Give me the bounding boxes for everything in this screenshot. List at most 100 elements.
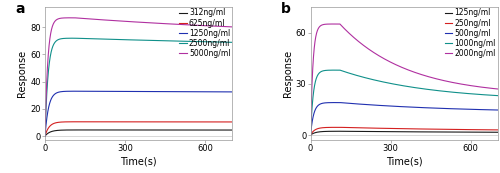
Line: 250ng/ml: 250ng/ml (310, 127, 498, 135)
5000ng/ml (114, 20, 120, 22)
125ng/ml (308, 134, 314, 136)
2500ng/ml (74, 37, 80, 39)
Line: 625ng/ml: 625ng/ml (45, 122, 232, 136)
5000ng/ml (229, 26, 235, 28)
2500ng/ml (122, 39, 128, 41)
312ng/ml (205, 129, 211, 131)
500ng/ml (491, 109, 497, 111)
250ng/ml (340, 126, 346, 128)
Legend: 312ng/ml, 625ng/ml, 1250ng/ml, 2500ng/ml, 5000ng/ml: 312ng/ml, 625ng/ml, 1250ng/ml, 2500ng/ml… (178, 8, 231, 59)
125ng/ml (494, 131, 500, 133)
250ng/ml (308, 134, 314, 136)
2000ng/ml (494, 88, 500, 90)
1250ng/ml (74, 90, 80, 92)
1250ng/ml (42, 135, 48, 137)
5000ng/ml (42, 135, 48, 137)
312ng/ml (229, 129, 235, 131)
5000ng/ml (64, 17, 70, 19)
625ng/ml (205, 121, 211, 123)
625ng/ml (226, 121, 232, 123)
1000ng/ml (491, 94, 497, 96)
250ng/ml (380, 127, 386, 129)
2500ng/ml (205, 41, 211, 43)
1000ng/ml (329, 69, 335, 71)
1000ng/ml (337, 69, 343, 71)
Legend: 125ng/ml, 250ng/ml, 500ng/ml, 1000ng/ml, 2000ng/ml: 125ng/ml, 250ng/ml, 500ng/ml, 1000ng/ml,… (444, 8, 496, 59)
1250ng/ml (229, 91, 235, 93)
X-axis label: Time(s): Time(s) (386, 156, 422, 166)
Line: 2000ng/ml: 2000ng/ml (310, 24, 498, 135)
500ng/ml (380, 104, 386, 107)
250ng/ml (470, 129, 476, 131)
5000ng/ml (205, 25, 211, 27)
250ng/ml (388, 128, 394, 130)
625ng/ml (229, 121, 235, 123)
5000ng/ml (122, 20, 128, 22)
625ng/ml (74, 121, 80, 123)
Line: 500ng/ml: 500ng/ml (310, 103, 498, 135)
2500ng/ml (229, 41, 235, 43)
1000ng/ml (470, 93, 476, 95)
1000ng/ml (340, 70, 346, 72)
312ng/ml (64, 129, 70, 131)
Line: 2500ng/ml: 2500ng/ml (45, 38, 232, 136)
625ng/ml (42, 135, 48, 137)
1250ng/ml (226, 91, 232, 93)
2500ng/ml (64, 37, 70, 39)
500ng/ml (494, 109, 500, 111)
Line: 125ng/ml: 125ng/ml (310, 131, 498, 135)
2000ng/ml (470, 85, 476, 87)
125ng/ml (329, 130, 335, 132)
5000ng/ml (72, 17, 78, 19)
Y-axis label: Response: Response (18, 50, 28, 97)
500ng/ml (329, 102, 335, 104)
312ng/ml (72, 129, 78, 131)
1250ng/ml (64, 90, 70, 92)
2000ng/ml (380, 57, 386, 59)
625ng/ml (122, 121, 128, 123)
Line: 1000ng/ml: 1000ng/ml (310, 70, 498, 135)
1000ng/ml (494, 95, 500, 97)
Y-axis label: Response: Response (283, 50, 293, 97)
2500ng/ml (42, 135, 48, 137)
312ng/ml (122, 129, 128, 131)
2000ng/ml (337, 23, 343, 25)
125ng/ml (388, 131, 394, 133)
312ng/ml (42, 135, 48, 137)
1250ng/ml (122, 90, 128, 93)
2500ng/ml (226, 41, 232, 43)
250ng/ml (329, 126, 335, 128)
1250ng/ml (114, 90, 120, 92)
1000ng/ml (308, 134, 314, 136)
625ng/ml (64, 121, 70, 123)
1000ng/ml (380, 81, 386, 83)
2000ng/ml (491, 88, 497, 90)
Line: 312ng/ml: 312ng/ml (45, 130, 232, 136)
250ng/ml (337, 126, 343, 128)
Text: b: b (280, 2, 290, 16)
625ng/ml (72, 121, 78, 123)
2000ng/ml (388, 61, 394, 63)
312ng/ml (74, 129, 80, 131)
2500ng/ml (72, 37, 78, 39)
1250ng/ml (72, 90, 78, 92)
500ng/ml (337, 102, 343, 104)
Text: a: a (15, 2, 24, 16)
2000ng/ml (329, 23, 335, 25)
125ng/ml (337, 130, 343, 132)
2000ng/ml (308, 134, 314, 136)
125ng/ml (491, 131, 497, 133)
2000ng/ml (340, 26, 346, 28)
125ng/ml (380, 131, 386, 133)
625ng/ml (114, 121, 120, 123)
125ng/ml (340, 130, 346, 132)
5000ng/ml (226, 26, 232, 28)
2500ng/ml (114, 38, 120, 40)
125ng/ml (470, 131, 476, 133)
312ng/ml (226, 129, 232, 131)
500ng/ml (388, 105, 394, 107)
5000ng/ml (74, 17, 80, 19)
500ng/ml (340, 102, 346, 104)
X-axis label: Time(s): Time(s) (120, 156, 157, 166)
250ng/ml (491, 129, 497, 131)
